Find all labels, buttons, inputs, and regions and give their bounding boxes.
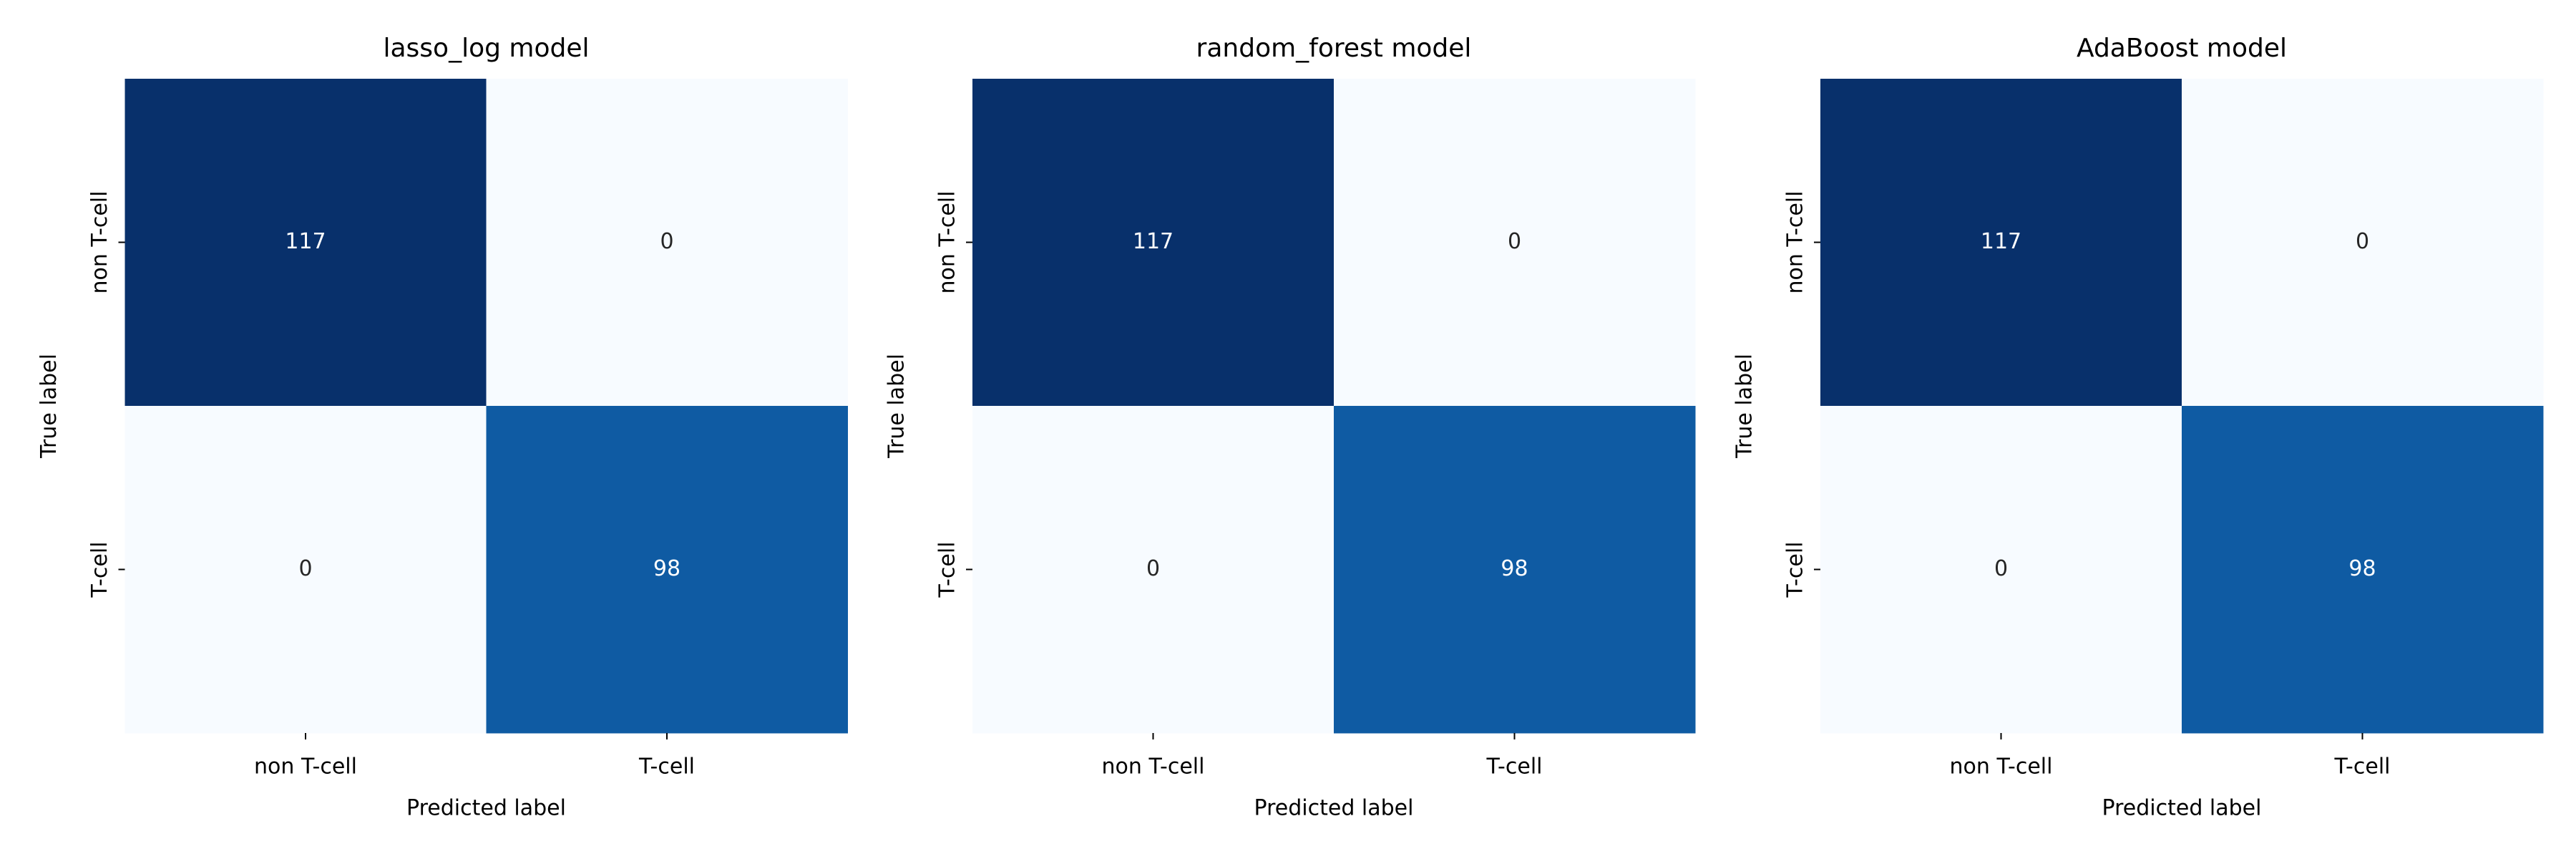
heatmap-cell: [1820, 406, 2182, 734]
x-tick-label: non T-cell: [254, 754, 357, 780]
cell-label: 98: [653, 556, 680, 581]
heatmap-cell: [125, 79, 487, 407]
x-tick-label: T-cell: [1485, 754, 1542, 780]
y-tick-label: T-cell: [935, 541, 960, 598]
y-axis-label: True label: [1732, 354, 1757, 459]
x-axis-label: Predicted label: [406, 796, 566, 821]
cell-label: 0: [1146, 556, 1160, 581]
cell-label: 98: [2348, 556, 2376, 581]
y-tick-label: non T-cell: [1783, 191, 1808, 294]
x-tick-label: T-cell: [2333, 754, 2390, 780]
heatmap-cell: [1334, 406, 1696, 734]
y-axis-label: True label: [36, 354, 62, 459]
heatmap-cell: [1820, 79, 2182, 407]
heatmap-cell: [1334, 79, 1696, 407]
cell-label: 0: [660, 229, 673, 254]
x-tick-label: T-cell: [638, 754, 695, 780]
y-tick-label: non T-cell: [935, 191, 960, 294]
heatmap-cell: [2182, 79, 2544, 407]
heatmap-cell: [125, 406, 487, 734]
x-axis-label: Predicted label: [2102, 796, 2262, 821]
chart-title: AdaBoost model: [2077, 34, 2287, 63]
cell-label: 0: [298, 556, 312, 581]
cell-label: 98: [1501, 556, 1528, 581]
x-tick-label: non T-cell: [1102, 754, 1205, 780]
chart-title: lasso_log model: [383, 34, 589, 63]
chart-title: random_forest model: [1196, 34, 1472, 63]
y-tick-label: T-cell: [1783, 541, 1808, 598]
heatmap-cell: [972, 79, 1335, 407]
heatmap-cell: [972, 406, 1335, 734]
cell-label: 117: [285, 229, 326, 254]
cell-label: 117: [1981, 229, 2021, 254]
x-tick-label: non T-cell: [1950, 754, 2053, 780]
y-axis-label: True label: [884, 354, 909, 459]
y-tick-label: non T-cell: [87, 191, 112, 294]
cell-label: 0: [2356, 229, 2369, 254]
heatmap-cell: [2182, 406, 2544, 734]
heatmap-cell: [486, 79, 848, 407]
heatmap-cell: [486, 406, 848, 734]
cell-label: 0: [1508, 229, 1521, 254]
y-tick-label: T-cell: [87, 541, 112, 598]
x-axis-label: Predicted label: [1254, 796, 1414, 821]
cell-label: 117: [1133, 229, 1174, 254]
cell-label: 0: [1994, 556, 2008, 581]
